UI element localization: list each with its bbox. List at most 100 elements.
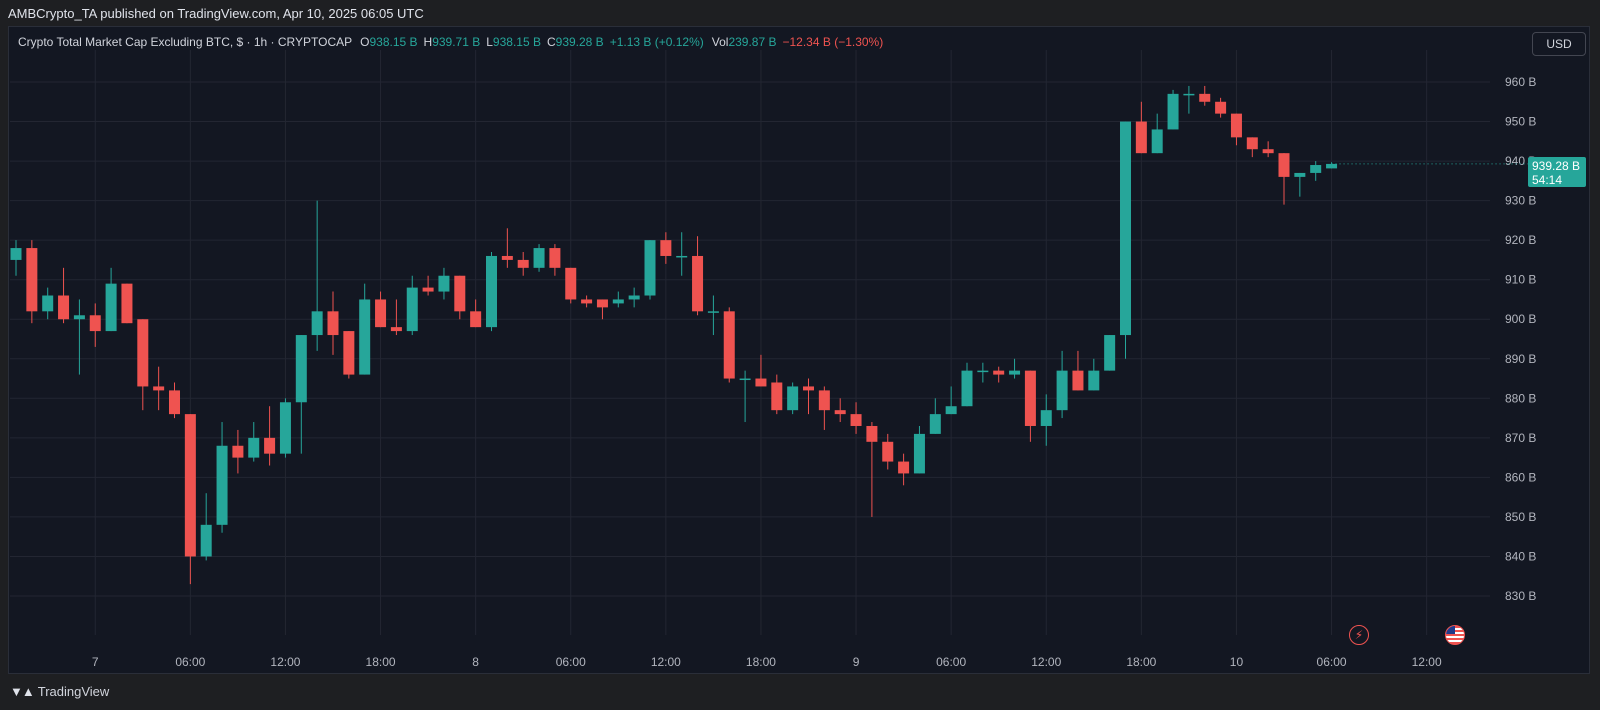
candle: [153, 366, 165, 411]
candle-body: [961, 370, 973, 407]
candle: [470, 299, 482, 328]
candle: [42, 287, 54, 320]
candle-body: [644, 240, 656, 296]
candle: [882, 433, 894, 470]
y-tick-label: 950 B: [1505, 115, 1536, 129]
y-tick-label: 900 B: [1505, 312, 1536, 326]
candle-body: [1088, 370, 1100, 391]
high-value: 939.71 B: [432, 35, 481, 49]
volume-change: −12.34 B (−1.30%): [782, 35, 884, 49]
candle-body: [1278, 153, 1290, 177]
x-tick-label: 12:00: [1031, 655, 1061, 669]
candle: [866, 422, 878, 517]
candle-body: [549, 248, 561, 268]
last-price-tag: 939.28 B 54:14: [1528, 156, 1586, 187]
y-tick-label: 840 B: [1505, 549, 1536, 563]
candle-body: [501, 255, 513, 260]
candle-body: [89, 315, 101, 332]
candle-body: [1151, 129, 1163, 154]
candle: [232, 429, 244, 474]
candle: [73, 299, 85, 375]
candle-body: [58, 295, 70, 320]
bolt-icon[interactable]: ⚡: [1349, 625, 1369, 645]
candle: [898, 453, 910, 486]
candle-body: [153, 386, 165, 391]
candle: [596, 299, 608, 320]
bar-countdown: 54:14: [1532, 172, 1563, 187]
currency-button[interactable]: USD: [1532, 32, 1586, 56]
candle: [1088, 358, 1100, 391]
candle: [660, 232, 672, 264]
candle: [343, 331, 355, 379]
x-tick-label: 7: [92, 655, 99, 669]
candle-body: [1024, 370, 1036, 426]
candle-body: [216, 445, 228, 525]
candle-body: [692, 255, 704, 312]
candle: [644, 240, 656, 300]
candle-body: [628, 295, 640, 300]
candle: [676, 232, 688, 276]
candle: [1326, 162, 1338, 169]
candle: [1056, 350, 1068, 419]
candle-body: [73, 315, 85, 320]
candle-body: [1072, 370, 1084, 391]
y-tick-label: 860 B: [1505, 470, 1536, 484]
us-flag-icon[interactable]: [1445, 625, 1465, 645]
candle: [279, 398, 291, 458]
candle: [1104, 335, 1116, 371]
candle: [1120, 121, 1131, 359]
candle: [628, 287, 640, 308]
x-tick-label: 10: [1230, 655, 1244, 669]
chart-frame[interactable]: [8, 26, 1590, 674]
candle: [565, 267, 577, 304]
close-label: C: [546, 35, 556, 49]
x-tick-label: 18:00: [366, 655, 396, 669]
candle-body: [660, 240, 672, 256]
tradingview-footer[interactable]: ▼▲ TradingView: [10, 684, 109, 699]
candle-body: [200, 524, 212, 557]
candle-body: [834, 410, 846, 415]
candle: [1215, 97, 1227, 118]
x-tick-label: 18:00: [1126, 655, 1156, 669]
candle: [517, 252, 529, 276]
x-tick-label: 06:00: [175, 655, 205, 669]
candle: [438, 267, 450, 300]
candle-body: [454, 275, 466, 312]
candle: [89, 303, 101, 347]
candle: [1294, 172, 1306, 197]
candle-body: [42, 295, 54, 312]
candle: [184, 414, 196, 585]
candle-body: [739, 378, 751, 381]
candle: [961, 362, 973, 407]
candle-body: [1199, 93, 1211, 102]
symbol-title[interactable]: Crypto Total Market Cap Excluding BTC, $…: [18, 35, 353, 49]
candle: [169, 382, 180, 419]
candle: [264, 406, 276, 466]
candle-body: [1040, 410, 1052, 426]
candle-body: [1056, 370, 1068, 411]
candle: [105, 267, 117, 332]
candle-body: [787, 386, 799, 411]
candle-body: [26, 248, 38, 312]
candle-body: [1294, 172, 1306, 177]
candle: [977, 362, 989, 383]
candle-body: [676, 255, 688, 258]
candle: [739, 370, 751, 423]
candle: [58, 267, 70, 324]
candle: [295, 335, 307, 454]
candle: [1151, 113, 1163, 154]
candle: [454, 275, 466, 320]
y-tick-label: 890 B: [1505, 352, 1536, 366]
y-tick-label: 850 B: [1505, 510, 1536, 524]
candle-body: [596, 299, 608, 308]
x-tick-label: 8: [472, 655, 479, 669]
candle: [10, 240, 22, 276]
symbol-legend: Crypto Total Market Cap Excluding BTC, $…: [18, 34, 883, 50]
candle-body: [1326, 163, 1338, 169]
x-tick-label: 06:00: [1317, 655, 1347, 669]
candle-body: [279, 402, 291, 454]
price-change: +1.13 B (+0.12%): [609, 35, 704, 49]
candle: [1278, 153, 1290, 205]
x-tick-label: 9: [853, 655, 860, 669]
